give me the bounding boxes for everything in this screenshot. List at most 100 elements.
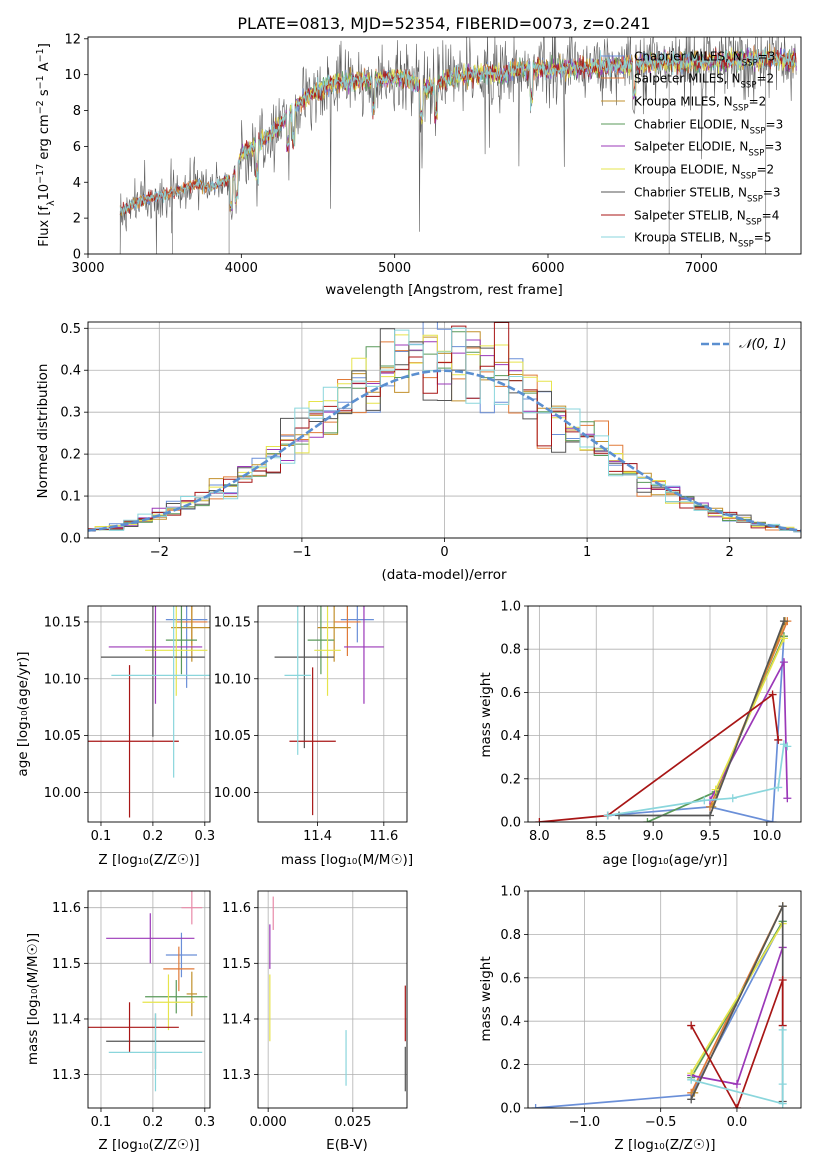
- mass-vs-reddening-errorbars: [269, 896, 406, 1092]
- weight-vs-age-axes: 8.0 8.5 9.0 9.5 10.0 0.0 0.2 0.4 0.6 0.8 1.0: [500, 600, 802, 844]
- errorbar-point: [142, 974, 195, 1031]
- spectrum-ylabel-part: Flux [f: [37, 206, 52, 247]
- x-tick-label: 0.2: [143, 829, 164, 844]
- x-tick-label: 1: [583, 545, 591, 560]
- y-tick-label: 10.05: [44, 729, 81, 744]
- errorbar-point: [284, 606, 311, 755]
- y-tick-label: 10.10: [44, 672, 81, 687]
- weight-marker: [783, 742, 792, 751]
- legend-label: Chabrier ELODIE, NSSP=3: [634, 118, 783, 137]
- normal-curve: [88, 369, 801, 532]
- x-tick-label: −1: [292, 545, 311, 560]
- x-tick-label: −0.5: [645, 1115, 677, 1130]
- weight-line: [714, 638, 785, 790]
- errorbar-point: [88, 1002, 179, 1053]
- legend-label-sub: SSP: [738, 240, 754, 250]
- weight-marker: [732, 1080, 741, 1089]
- residuals-histograms: [88, 322, 801, 533]
- residuals-axes: −2 −1 0 1 2 0.0 0.1 0.2 0.3 0.4 0.5: [60, 321, 802, 560]
- x-tick-label: 8.0: [529, 829, 550, 844]
- mass-vs-metallicity-xlabel: Z [log₁₀(Z/Z☉)]: [98, 1137, 199, 1153]
- errorbar-point: [106, 913, 195, 964]
- errorbar-point: [340, 606, 374, 643]
- legend-label: Chabrier STELIB, NSSP=3: [634, 186, 781, 205]
- x-tick-label: 0.0: [727, 1115, 748, 1130]
- weight-marker: [768, 690, 777, 699]
- legend-label: Salpeter ELODIE, NSSP=3: [634, 140, 782, 159]
- y-tick-label: 0.2: [500, 772, 521, 787]
- legend-label-suffix: =2: [756, 72, 774, 86]
- weight-vs-metallicity-panel: −1.0 −0.5 0.0 0.0 0.2 0.4 0.6 0.8 1.0 Z [log₁₀(Z…: [478, 885, 802, 1153]
- errorbar-point: [163, 946, 195, 992]
- legend-label: Kroupa ELODIE, NSSP=2: [634, 163, 774, 182]
- legend-label-sub: SSP: [741, 172, 757, 182]
- legend-label: Kroupa STELIB, NSSP=5: [634, 231, 772, 250]
- errorbar-point: [108, 606, 203, 704]
- weight-marker: [778, 1099, 787, 1108]
- spectrum-line: [119, 48, 797, 216]
- errorbar-point: [165, 932, 198, 978]
- x-tick-label: 0: [440, 545, 448, 560]
- age-vs-metallicity-panel: 0.1 0.2 0.3 10.00 10.05 10.10 10.15 Z [log₁₀(Z…: [15, 605, 215, 868]
- spectrum-ylabel-part: −2: [35, 100, 46, 114]
- weight-marker: [615, 811, 623, 820]
- grid-lines: [88, 891, 210, 1108]
- y-tick-label: 10.00: [214, 786, 251, 801]
- legend-label-sub: SSP: [742, 59, 758, 69]
- x-tick-label: 10.0: [752, 829, 781, 844]
- y-tick-label: 6: [73, 140, 81, 155]
- y-tick-label: 0: [73, 248, 81, 263]
- errorbar-point: [108, 1013, 203, 1092]
- legend-label-suffix: =5: [754, 231, 772, 245]
- legend-entry: Salpeter ELODIE, NSSP=3: [601, 140, 782, 159]
- axes-frame: [87, 36, 802, 255]
- spectrum-axes: 3000 4000 5000 6000 7000 0 2 4 6 8 10 12: [64, 32, 802, 276]
- spectrum-ylabel-part: −17: [35, 164, 46, 184]
- weight-marker: [711, 785, 720, 794]
- legend-label-text: Kroupa ELODIE, N: [634, 163, 741, 177]
- x-tick-label: 4000: [225, 261, 258, 276]
- spectrum-ylabel-part: erg cm: [37, 114, 52, 163]
- legend-label-suffix: =3: [764, 140, 782, 154]
- axes-frame: [87, 321, 802, 539]
- y-tick-label: 0.4: [500, 729, 521, 744]
- spectrum-legend: Chabrier MILES, NSSP=3 Salpeter MILES, N…: [601, 50, 783, 250]
- weight-marker: [779, 634, 788, 643]
- age-vs-mass-errorbars: [274, 606, 384, 816]
- x-tick-label: −2: [150, 545, 169, 560]
- axes-frame: [257, 890, 408, 1109]
- y-tick-label: 0.6: [500, 971, 521, 986]
- y-tick-label: 0.5: [60, 322, 81, 337]
- legend-entry: Salpeter STELIB, NSSP=4: [601, 209, 779, 228]
- y-tick-label: 11.4: [222, 1012, 251, 1027]
- legend-entry: Kroupa STELIB, NSSP=5: [601, 231, 772, 250]
- legend-entry: Chabrier ELODIE, NSSP=3: [601, 118, 783, 137]
- age-vs-metallicity-axes: 0.1 0.2 0.3 10.00 10.05 10.10 10.15: [44, 605, 215, 844]
- weight-marker: [774, 783, 783, 792]
- age-vs-mass-xlabel: mass [log₁₀(M/M☉)]: [281, 852, 413, 868]
- weight-marker: [778, 902, 787, 911]
- y-tick-label: 1.0: [500, 885, 521, 900]
- legend-label-text: Kroupa MILES, N: [634, 95, 733, 109]
- weight-vs-age-ylabel: mass weight: [478, 672, 494, 757]
- weight-line: [690, 979, 784, 1108]
- legend-label-normal: 𝒩(0, 1): [739, 337, 786, 352]
- weight-marker: [728, 794, 737, 803]
- axes-frame: [87, 890, 211, 1109]
- spectrum-ylabel-part: A: [37, 62, 52, 75]
- weight-marker: [778, 1080, 787, 1089]
- legend-label-text: Kroupa STELIB, N: [634, 231, 738, 245]
- age-vs-mass-panel: 11.4 11.6 10.00 10.05 10.10 10.15 mass [log₁₀…: [214, 605, 413, 868]
- weight-vs-age-xlabel: age [log₁₀(age/yr)]: [602, 852, 727, 868]
- y-tick-label: 10.10: [214, 672, 251, 687]
- x-tick-label: 0.1: [91, 1115, 112, 1130]
- residuals-legend: 𝒩(0, 1): [701, 337, 786, 352]
- spectrum-traces: [119, 37, 797, 254]
- x-tick-label: 7000: [685, 261, 718, 276]
- y-tick-label: 0.4: [500, 1015, 521, 1030]
- legend-label: Chabrier MILES, NSSP=3: [634, 50, 775, 69]
- weight-vs-age-panel: 8.0 8.5 9.0 9.5 10.0 0.0 0.2 0.4 0.6 0.8 1.0 age […: [478, 600, 802, 868]
- weight-vs-age-lines: [535, 617, 792, 822]
- weight-marker: [687, 1075, 696, 1084]
